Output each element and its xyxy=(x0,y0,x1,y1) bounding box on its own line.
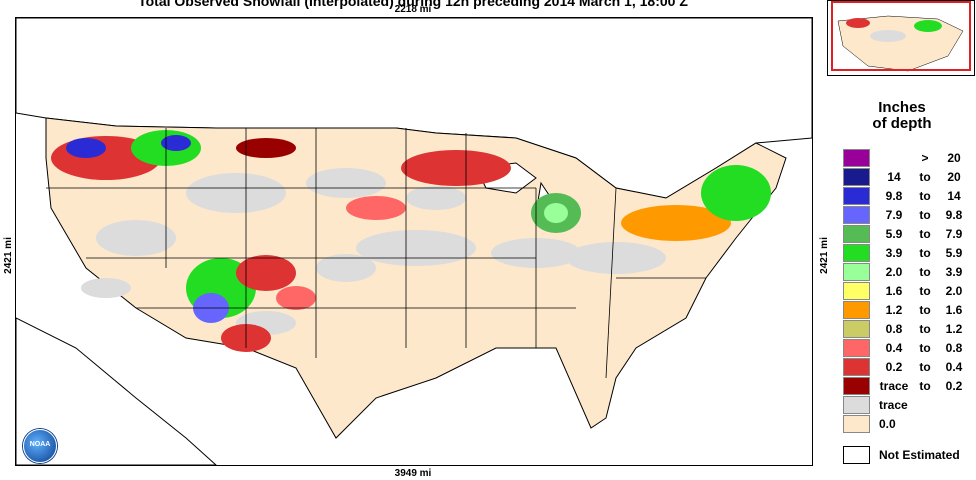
map-title: Total Observed Snowfall (Interpolated) d… xyxy=(138,0,688,9)
legend-separator: to xyxy=(919,379,931,393)
legend-swatch xyxy=(843,225,870,243)
legend-low-value: 0.4 xyxy=(885,341,903,355)
legend-high-value: 3.9 xyxy=(945,265,963,279)
legend-high-value: 20 xyxy=(947,151,961,165)
legend-swatch xyxy=(843,377,870,395)
legend-separator: to xyxy=(919,265,931,279)
legend-low-value: 2.0 xyxy=(885,265,903,279)
inset-canvas xyxy=(837,15,964,72)
legend-separator: to xyxy=(919,284,931,298)
legend-low-value: 3.9 xyxy=(885,246,903,260)
legend-swatch xyxy=(843,168,870,186)
legend-separator: to xyxy=(919,360,931,374)
legend-separator: to xyxy=(919,246,931,260)
legend-swatch xyxy=(843,415,870,433)
legend-high-value: 1.2 xyxy=(945,322,963,336)
legend-swatch xyxy=(843,339,870,357)
legend-separator: to xyxy=(919,170,931,184)
legend-high-value: 0.8 xyxy=(945,341,963,355)
legend-low-value: 14 xyxy=(887,170,901,184)
legend-high-value: 0.2 xyxy=(945,379,963,393)
legend-separator: to xyxy=(919,189,931,203)
legend-high-value: 2.0 xyxy=(945,284,963,298)
not-estimated-label: Not Estimated xyxy=(879,448,960,462)
legend-title: Inches of depth xyxy=(872,99,932,132)
legend-swatch xyxy=(843,320,870,338)
legend-separator: to xyxy=(919,227,931,241)
legend-separator: to xyxy=(919,341,931,355)
legend-low-value: 1.2 xyxy=(885,303,903,317)
legend-swatch xyxy=(843,149,870,167)
legend-swatch xyxy=(843,263,870,281)
legend-low-value: 0.8 xyxy=(885,322,903,336)
bottom-distance-label: 3949 mi xyxy=(394,468,432,479)
legend-high-value: 9.8 xyxy=(945,208,963,222)
legend-high-value: 20 xyxy=(947,170,961,184)
legend-label: 0.0 xyxy=(879,417,896,431)
legend-label: trace xyxy=(879,398,908,412)
legend-low-value: 0.2 xyxy=(885,360,903,374)
legend-low-value: trace xyxy=(879,379,909,393)
legend-swatch xyxy=(843,206,870,224)
not-estimated-swatch xyxy=(843,446,870,464)
noaa-logo: NOAA xyxy=(23,429,57,463)
legend-separator: to xyxy=(919,303,931,317)
legend-low-value: 7.9 xyxy=(885,208,903,222)
legend-swatch xyxy=(843,301,870,319)
legend-high-value: 5.9 xyxy=(945,246,963,260)
right-distance-label: 2421 mi xyxy=(818,237,830,274)
mexico-shape xyxy=(16,317,217,465)
legend-high-value: 1.6 xyxy=(945,303,963,317)
legend-high-value: 7.9 xyxy=(945,227,963,241)
legend-swatch xyxy=(843,244,870,262)
legend-low-value: 1.6 xyxy=(885,284,903,298)
legend-low-value: 5.9 xyxy=(885,227,903,241)
legend-low-value: 9.8 xyxy=(885,189,903,203)
legend-high-value: 14 xyxy=(947,189,961,203)
trace-areas xyxy=(81,168,666,335)
legend-swatch xyxy=(843,187,870,205)
overview-inset-map[interactable] xyxy=(827,0,975,76)
legend-separator: to xyxy=(919,208,931,222)
snowfall-clusters xyxy=(51,130,771,352)
legend-separator: > xyxy=(921,151,929,165)
top-distance-label: 2218 mi xyxy=(394,4,432,15)
legend-swatch xyxy=(843,282,870,300)
legend-swatch xyxy=(843,396,870,414)
legend-separator: to xyxy=(919,322,931,336)
legend-swatch xyxy=(843,358,870,376)
state-borders xyxy=(46,128,706,379)
inset-view-box xyxy=(831,1,971,71)
legend-high-value: 0.4 xyxy=(945,360,963,374)
snowfall-map[interactable]: NOAA xyxy=(15,17,813,466)
left-distance-label: 2421 mi xyxy=(2,237,14,274)
map-canvas xyxy=(16,18,812,465)
